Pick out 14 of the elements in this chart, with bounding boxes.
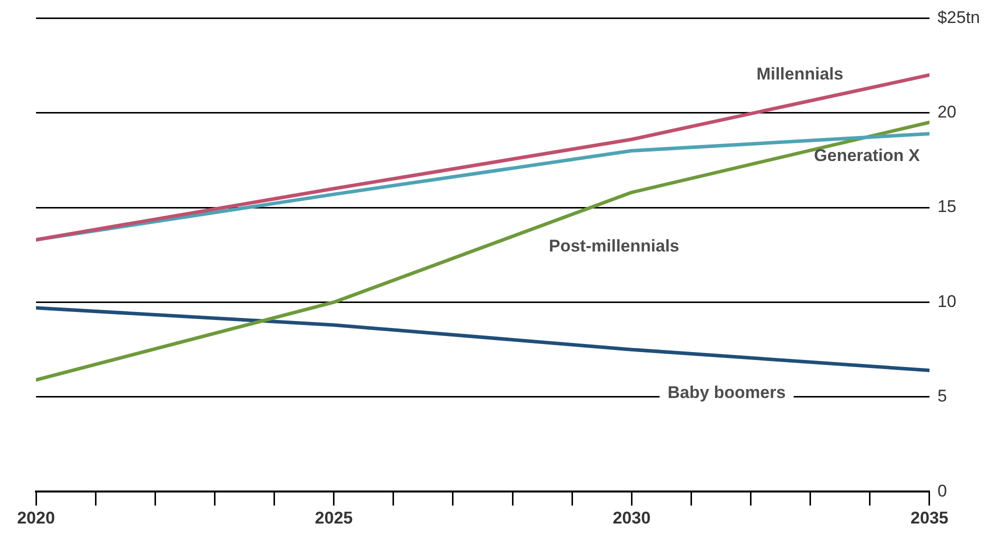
y-tick-label: 20: [937, 102, 956, 122]
x-tick-label: 2025: [314, 508, 353, 528]
x-tick-label: 2030: [612, 508, 651, 528]
series-label: Post-millennials: [548, 236, 680, 256]
y-tick-label: 5: [937, 386, 947, 406]
series-label: Baby boomers: [668, 382, 786, 402]
y-tick-label: 10: [937, 292, 956, 311]
series-label: Generation X: [814, 146, 920, 165]
series-label: Millennials: [756, 64, 844, 84]
y-tick-label: $25tn: [937, 8, 980, 27]
x-tick-label: 2020: [17, 508, 55, 528]
x-tick-label: 2035: [910, 508, 948, 528]
y-tick-label: 15: [937, 197, 956, 216]
y-tick-label: 0: [937, 481, 947, 500]
